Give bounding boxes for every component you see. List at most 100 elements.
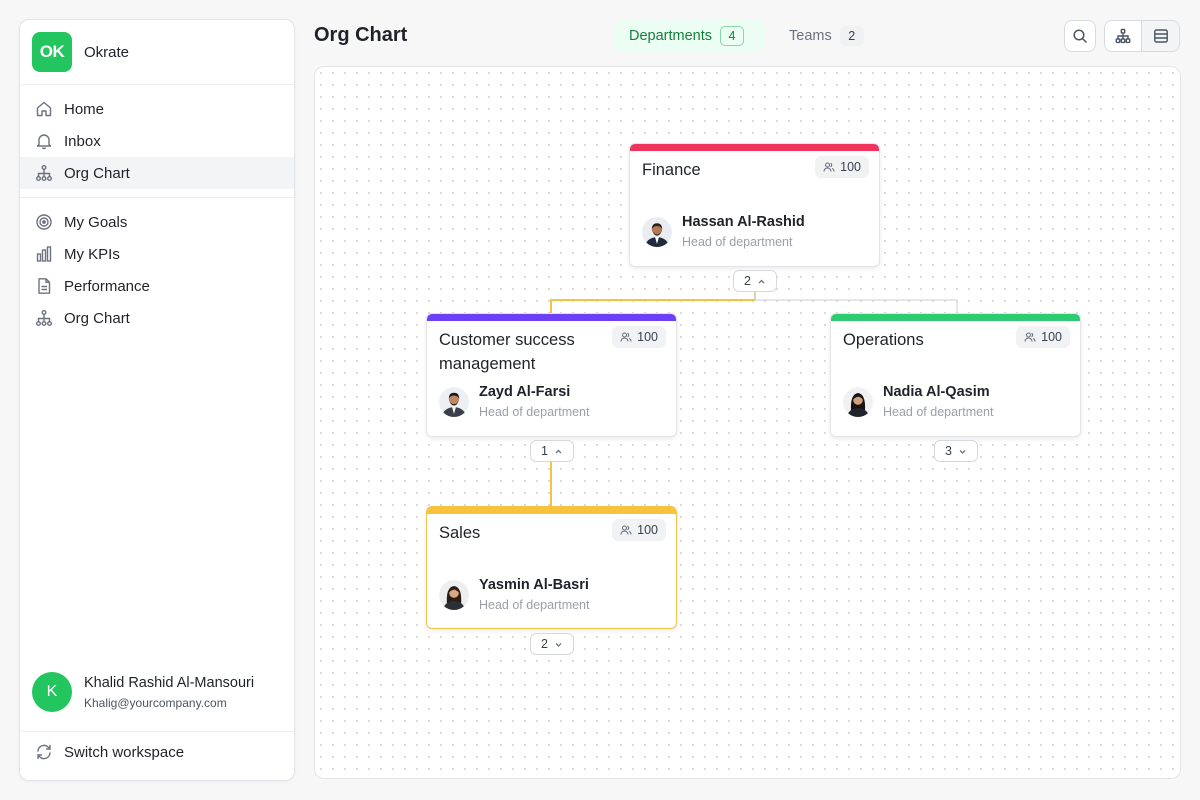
children-count: 3 (945, 444, 952, 458)
users-icon (620, 332, 632, 342)
page-title: Org Chart (314, 24, 408, 46)
department-card-sales[interactable]: Sales 100 Yasmin Al-Basri Head of depart… (426, 506, 677, 629)
switch-workspace-button[interactable]: Switch workspace (35, 743, 184, 761)
divider (20, 84, 294, 85)
head-name: Zayd Al-Farsi (479, 384, 571, 400)
switch-workspace-label: Switch workspace (64, 743, 185, 761)
sidebar-item-label: Org Chart (64, 164, 130, 182)
expand-toggle-operations[interactable]: 3 (934, 440, 978, 462)
document-icon (35, 277, 53, 295)
divider (20, 731, 294, 732)
member-count-badge: 100 (815, 156, 869, 178)
tab-label: Teams (789, 28, 832, 44)
department-name: Customer success management (439, 331, 575, 373)
sidebar-item-home[interactable]: Home (20, 93, 294, 125)
avatar (439, 579, 469, 610)
connector-finance-csm (550, 292, 756, 313)
target-icon (35, 213, 53, 231)
user-email: Khalig@yourcompany.com (84, 695, 227, 710)
sidebar-item-label: Performance (64, 277, 150, 295)
tree-view-button[interactable] (1104, 20, 1142, 52)
department-name: Operations (843, 331, 924, 349)
tab-departments[interactable]: Departments 4 (613, 20, 765, 52)
connector-finance-operations (754, 292, 958, 313)
tab-count-badge: 4 (720, 26, 745, 46)
tree-view-icon (1115, 28, 1131, 44)
home-icon (35, 100, 53, 118)
sidebar-item-label: Org Chart (64, 309, 130, 327)
department-head[interactable]: Zayd Al-Farsi Head of department (439, 384, 590, 419)
department-color-bar (427, 507, 676, 514)
user-profile[interactable]: K Khalid Rashid Al-Mansouri Khalig@yourc… (32, 672, 254, 712)
department-head[interactable]: Yasmin Al-Basri Head of department (439, 577, 590, 612)
department-color-bar (630, 144, 879, 151)
users-icon (823, 162, 835, 172)
sidebar-item-org-chart[interactable]: Org Chart (20, 157, 294, 189)
children-count: 1 (541, 444, 548, 458)
tab-label: Departments (629, 28, 713, 44)
sidebar-item-label: Home (64, 100, 105, 118)
head-name: Nadia Al-Qasim (883, 384, 990, 400)
sidebar-item-label: My Goals (64, 213, 128, 231)
org-chart-canvas[interactable]: Finance 100 Hassan Al-Rashid Head of dep… (314, 66, 1181, 779)
sidebar-item-performance[interactable]: Performance (20, 270, 294, 302)
expand-toggle-csm[interactable]: 1 (530, 440, 574, 462)
department-card-finance[interactable]: Finance 100 Hassan Al-Rashid Head of dep… (629, 143, 880, 267)
department-color-bar (831, 314, 1080, 321)
member-count-badge: 100 (612, 519, 666, 541)
member-count: 100 (637, 523, 658, 537)
department-name: Finance (642, 161, 701, 179)
department-head[interactable]: Nadia Al-Qasim Head of department (843, 384, 994, 419)
list-view-button[interactable] (1141, 20, 1180, 52)
department-color-bar (427, 314, 676, 321)
member-count-badge: 100 (1016, 326, 1070, 348)
head-role: Head of department (883, 405, 994, 419)
avatar: K (32, 672, 72, 712)
sidebar-item-my-goals[interactable]: My Goals (20, 206, 294, 238)
department-card-operations[interactable]: Operations 100 Nadia Al-Qasim Head of de… (830, 313, 1081, 437)
avatar (642, 216, 672, 247)
head-role: Head of department (682, 235, 793, 249)
head-name: Hassan Al-Rashid (682, 214, 805, 230)
chevron-down-icon (959, 449, 966, 454)
expand-toggle-finance[interactable]: 2 (733, 270, 777, 292)
sidebar-item-label: Inbox (64, 132, 101, 150)
sidebar-item-inbox[interactable]: Inbox (20, 125, 294, 157)
chevron-up-icon (555, 449, 562, 453)
avatar (843, 386, 873, 417)
users-icon (1024, 332, 1036, 342)
switch-icon (35, 743, 53, 761)
org-chart-icon (35, 309, 53, 327)
member-count: 100 (1041, 330, 1062, 344)
bell-icon (35, 132, 53, 150)
user-name: Khalid Rashid Al-Mansouri (84, 674, 255, 691)
search-button[interactable] (1064, 20, 1096, 52)
head-role: Head of department (479, 405, 590, 419)
sidebar: OK Okrate Home Inbox Org Chart My Goals … (19, 19, 295, 781)
org-chart-icon (35, 164, 53, 182)
children-count: 2 (541, 637, 548, 651)
org-connectors (550, 292, 958, 506)
children-count: 2 (744, 274, 751, 288)
brand-name: Okrate (84, 43, 130, 61)
member-count: 100 (637, 330, 658, 344)
expand-toggle-sales[interactable]: 2 (530, 633, 574, 655)
department-card-csm[interactable]: Customer success management 100 Zayd Al-… (426, 313, 677, 437)
list-view-icon (1153, 28, 1169, 44)
sidebar-item-my-kpis[interactable]: My KPIs (20, 238, 294, 270)
users-icon (620, 525, 632, 535)
avatar (439, 386, 469, 417)
head-name: Yasmin Al-Basri (479, 577, 589, 593)
department-head[interactable]: Hassan Al-Rashid Head of department (642, 214, 805, 249)
sidebar-item-org-chart-2[interactable]: Org Chart (20, 302, 294, 334)
member-count: 100 (840, 160, 861, 174)
bar-chart-icon (35, 245, 53, 263)
tab-teams[interactable]: Teams 2 (775, 20, 875, 52)
brand-logo: OK (32, 32, 72, 72)
divider (20, 197, 294, 198)
search-icon (1072, 28, 1088, 44)
chevron-up-icon (758, 279, 765, 283)
head-role: Head of department (479, 598, 590, 612)
department-name: Sales (439, 524, 481, 542)
brand[interactable]: OK Okrate (32, 32, 129, 72)
